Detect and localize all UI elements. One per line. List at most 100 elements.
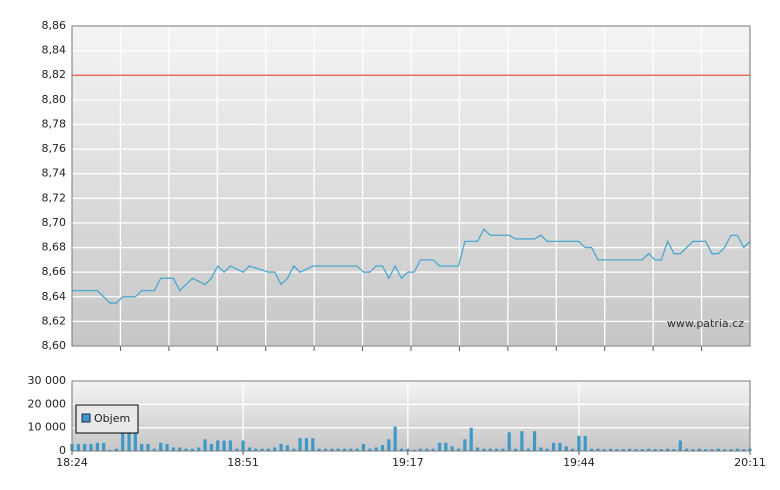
legend-label: Objem xyxy=(94,412,130,425)
volume-bar xyxy=(406,448,410,451)
volume-bar xyxy=(190,448,194,451)
volume-bar xyxy=(539,447,543,451)
volume-bar xyxy=(304,438,309,451)
volume-bar xyxy=(184,448,188,451)
volume-bar xyxy=(685,448,689,451)
y-tick-label: 30 000 xyxy=(28,374,67,387)
volume-bar xyxy=(672,449,676,451)
volume-bar xyxy=(564,446,568,451)
volume-bar xyxy=(279,444,283,451)
y-tick-label: 8,66 xyxy=(42,265,67,278)
volume-bar xyxy=(621,449,625,451)
volume-bar xyxy=(570,448,575,451)
volume-bar xyxy=(330,448,334,451)
volume-bar xyxy=(178,447,182,451)
volume-bar xyxy=(678,440,682,451)
volume-bar xyxy=(298,438,302,451)
volume-bar xyxy=(628,448,632,451)
volume-bar xyxy=(165,444,169,451)
y-tick-label: 8,86 xyxy=(42,19,67,32)
volume-bar xyxy=(393,426,397,451)
watermark: www.patria.cz xyxy=(667,317,744,330)
legend-swatch xyxy=(81,413,91,423)
volume-bar xyxy=(83,444,87,451)
volume-bar xyxy=(114,448,118,451)
volume-bar xyxy=(482,448,486,451)
y-tick-label: 8,70 xyxy=(42,216,67,229)
volume-bar xyxy=(494,448,499,451)
y-tick-label: 8,82 xyxy=(42,68,67,81)
volume-bar xyxy=(716,448,720,451)
y-tick-label: 8,60 xyxy=(42,339,67,352)
volume-bar xyxy=(697,448,701,451)
volume-bar xyxy=(247,447,252,451)
legend: Objem xyxy=(75,404,139,434)
y-tick-label: 8,64 xyxy=(42,290,67,303)
volume-bar xyxy=(742,449,746,451)
plot-area xyxy=(72,381,750,451)
volume-bar xyxy=(551,442,556,451)
x-tick-label: 18:24 xyxy=(56,456,88,469)
volume-bar xyxy=(102,442,106,451)
x-tick-label: 19:44 xyxy=(563,456,595,469)
y-tick-label: 8,84 xyxy=(42,44,67,57)
volume-bar xyxy=(311,438,315,451)
volume-bar xyxy=(209,444,214,451)
volume-bar xyxy=(545,448,549,451)
volume-bar xyxy=(615,449,619,451)
y-tick-label: 8,74 xyxy=(42,167,67,180)
volume-bar xyxy=(640,449,644,451)
volume-bar xyxy=(634,449,638,451)
volume-bar xyxy=(152,448,156,451)
volume-bar xyxy=(577,435,581,451)
volume-bar xyxy=(171,447,175,451)
volume-bar xyxy=(596,448,600,451)
volume-bar xyxy=(317,448,321,451)
volume-bar xyxy=(323,448,328,451)
volume-bar xyxy=(488,448,492,451)
volume-bar xyxy=(507,432,511,451)
volume-bar xyxy=(336,448,340,451)
volume-bar xyxy=(159,442,163,451)
volume-bar xyxy=(399,448,404,451)
y-tick-label: 20 000 xyxy=(28,397,67,410)
volume-bar xyxy=(89,444,93,451)
volume-bar xyxy=(76,444,80,451)
y-tick-label: 8,76 xyxy=(42,142,67,155)
y-tick-label: 8,80 xyxy=(42,93,67,106)
volume-bar xyxy=(602,449,606,451)
volume-bar xyxy=(140,444,144,451)
volume-bar xyxy=(254,448,258,451)
volume-bar xyxy=(653,449,657,451)
volume-bar xyxy=(228,440,233,451)
volume-bar xyxy=(197,447,201,451)
volume-bar xyxy=(355,448,359,451)
volume-bar xyxy=(558,442,562,451)
volume-bar xyxy=(361,444,366,451)
volume-bar xyxy=(456,448,461,451)
y-tick-label: 10 000 xyxy=(28,421,67,434)
volume-bar xyxy=(583,435,587,451)
volume-bar xyxy=(285,445,290,451)
volume-bar xyxy=(95,442,99,451)
y-tick-label: 8,78 xyxy=(42,117,67,130)
volume-bar xyxy=(425,448,429,451)
y-tick-label: 0 xyxy=(59,444,66,457)
volume-bar xyxy=(349,448,353,451)
y-tick-label: 8,72 xyxy=(42,191,67,204)
volume-bar xyxy=(463,439,467,451)
volume-bar xyxy=(691,449,695,451)
volume-bar xyxy=(520,431,524,451)
y-tick-label: 8,68 xyxy=(42,241,67,254)
volume-bar xyxy=(526,448,530,451)
volume-bar xyxy=(659,449,663,451)
volume-bar xyxy=(235,448,239,451)
x-tick-label: 19:17 xyxy=(392,456,424,469)
volume-bar xyxy=(342,448,347,451)
volume-bar xyxy=(368,448,372,451)
volume-bar xyxy=(222,440,226,451)
volume-bar xyxy=(374,447,378,451)
volume-bar xyxy=(710,449,714,451)
